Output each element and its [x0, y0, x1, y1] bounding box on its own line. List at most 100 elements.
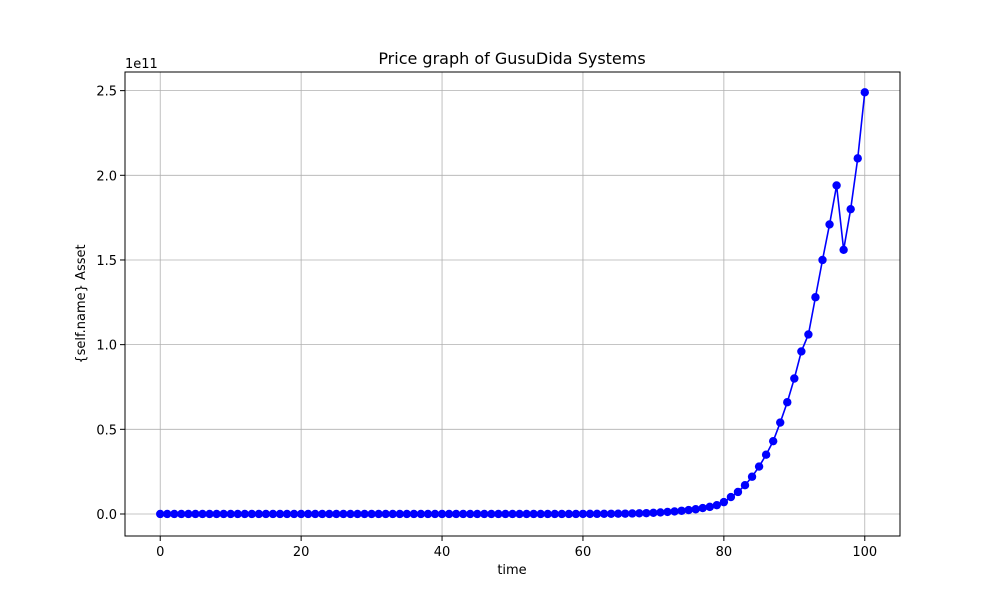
data-point	[797, 347, 806, 356]
data-point	[726, 492, 736, 502]
data-point	[578, 509, 588, 519]
data-point	[226, 509, 235, 519]
data-point	[212, 509, 221, 519]
data-point	[466, 509, 475, 519]
data-point	[311, 509, 320, 519]
data-point	[853, 154, 862, 163]
data-point	[860, 88, 869, 97]
grid-lines	[125, 72, 900, 536]
data-point	[628, 509, 637, 518]
data-point	[712, 500, 722, 510]
x-axis-label: time	[497, 563, 526, 578]
data-point	[754, 462, 764, 471]
data-point	[825, 220, 834, 229]
data-point	[170, 509, 179, 519]
data-point	[282, 509, 292, 519]
y-tick-label: 2.0	[96, 169, 117, 184]
data-point	[839, 245, 848, 255]
data-point	[621, 509, 630, 518]
data-point	[564, 509, 574, 519]
data-point	[536, 509, 545, 519]
data-point	[191, 509, 200, 519]
data-point	[360, 509, 369, 519]
data-point	[381, 509, 390, 519]
data-point	[198, 509, 207, 519]
data-point	[613, 509, 623, 518]
y-tick-label: 0.5	[96, 423, 117, 438]
chart-title: Price graph of GusuDida Systems	[378, 49, 645, 68]
data-point	[811, 293, 820, 302]
data-point	[268, 509, 278, 519]
data-point	[473, 509, 482, 519]
x-tick-label: 60	[575, 545, 592, 560]
data-point	[303, 509, 313, 519]
data-point	[205, 509, 214, 519]
data-point	[409, 509, 419, 519]
data-point	[599, 509, 609, 519]
data-point	[733, 487, 743, 497]
data-point	[529, 509, 538, 519]
data-point	[367, 509, 376, 519]
data-point	[747, 472, 757, 481]
data-point	[684, 505, 693, 515]
data-point	[318, 509, 327, 519]
data-point	[416, 509, 426, 519]
data-point	[818, 255, 827, 265]
data-point	[219, 509, 228, 519]
data-point	[585, 509, 595, 519]
data-point	[761, 450, 771, 459]
y-axis-ticks: 0.0 0.5 1.0 1.5 2.0 2.5	[96, 85, 125, 523]
data-point	[388, 509, 397, 519]
data-point	[254, 509, 264, 519]
data-point	[543, 509, 552, 519]
data-point	[508, 509, 517, 519]
data-point	[846, 204, 855, 214]
x-tick-label: 0	[156, 545, 164, 560]
data-point	[233, 509, 242, 519]
y-scale-offset-label: 1e11	[125, 57, 158, 72]
data-point	[353, 509, 362, 519]
y-tick-label: 1.5	[96, 254, 117, 269]
data-point	[522, 509, 531, 519]
data-point	[635, 509, 644, 518]
data-point	[444, 509, 454, 519]
data-point	[494, 509, 503, 519]
data-point	[458, 509, 468, 519]
data-point	[332, 509, 341, 519]
data-point	[156, 509, 165, 519]
data-point	[423, 509, 433, 519]
x-axis-ticks: 0 20 40 60 80 100	[156, 536, 877, 560]
data-point	[163, 509, 172, 519]
data-point	[783, 398, 792, 407]
data-point	[663, 507, 672, 517]
data-point	[451, 509, 461, 519]
y-axis-label: {self.name} Asset	[74, 244, 89, 363]
data-point	[768, 436, 778, 446]
data-point	[832, 181, 841, 190]
data-point	[790, 374, 799, 383]
series-line	[160, 92, 866, 515]
x-tick-label: 80	[716, 545, 733, 560]
data-point	[177, 509, 186, 519]
data-point	[592, 509, 602, 519]
data-point	[184, 509, 193, 519]
data-point	[275, 509, 285, 519]
data-point	[642, 508, 651, 518]
data-point	[346, 509, 355, 519]
x-tick-label: 40	[434, 545, 451, 560]
data-point	[247, 509, 257, 519]
data-point	[296, 509, 306, 519]
data-point	[240, 509, 249, 519]
data-point	[804, 330, 813, 339]
data-point	[670, 507, 679, 516]
data-point	[571, 509, 581, 519]
data-point	[606, 509, 616, 518]
y-tick-label: 2.5	[96, 85, 117, 100]
data-point	[691, 505, 700, 514]
data-point	[649, 508, 658, 517]
data-point	[677, 506, 686, 515]
data-point	[501, 509, 510, 519]
data-point	[289, 509, 299, 519]
series-layer	[156, 88, 869, 519]
